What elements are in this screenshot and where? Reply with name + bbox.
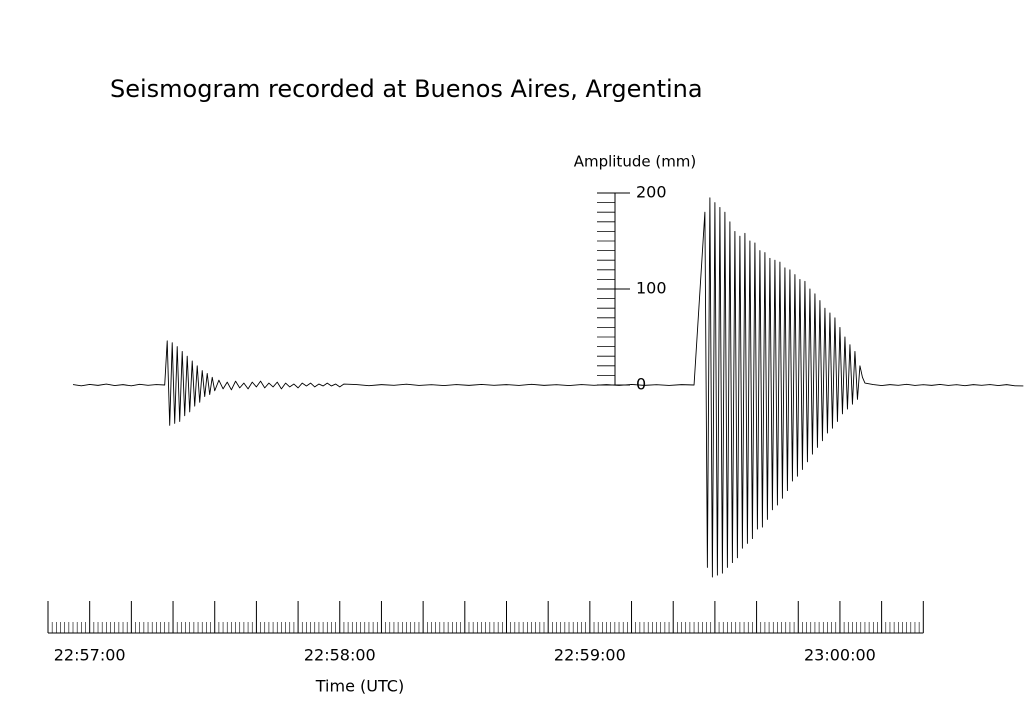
y-tick-label: 0 <box>636 375 646 394</box>
x-tick-label: 22:58:00 <box>304 646 376 665</box>
y-tick-label: 100 <box>636 279 667 298</box>
x-tick-label: 22:57:00 <box>54 646 126 665</box>
y-tick-label: 200 <box>636 183 667 202</box>
y-axis-label: Amplitude (mm) <box>574 153 697 171</box>
x-axis-label: Time (UTC) <box>315 677 404 696</box>
seismogram-trace <box>72 197 1024 578</box>
chart-title: Seismogram recorded at Buenos Aires, Arg… <box>110 75 703 103</box>
x-tick-label: 23:00:00 <box>804 646 876 665</box>
x-tick-label: 22:59:00 <box>554 646 626 665</box>
